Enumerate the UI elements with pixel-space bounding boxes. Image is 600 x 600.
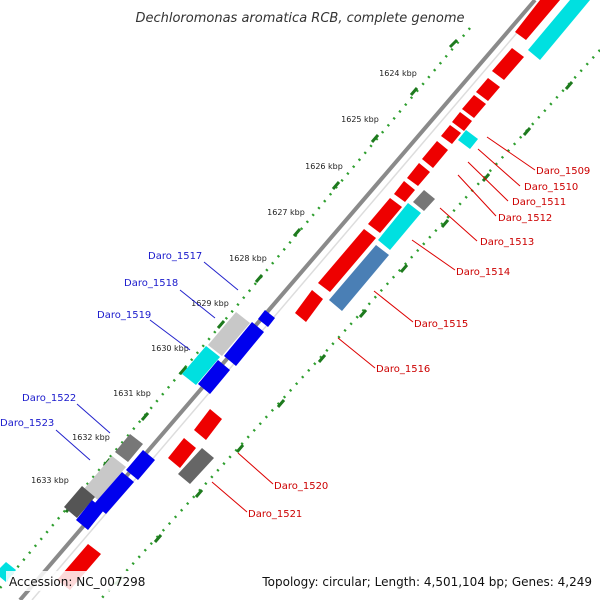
forward-gene-labels: Daro_1509 Daro_1510 Daro_1511 Daro_1512 …: [248, 166, 590, 520]
gene-label[interactable]: Daro_1523: [0, 418, 54, 429]
gene-label[interactable]: Daro_1518: [124, 278, 178, 289]
gene-arrow[interactable]: [528, 0, 590, 60]
reverse-gene-labels: Daro_1517 Daro_1518 Daro_1519 Daro_1522 …: [0, 251, 202, 429]
tick-label: 1632 kbp: [72, 433, 110, 442]
gene-arrow[interactable]: [476, 78, 500, 101]
gene-label[interactable]: Daro_1510: [524, 182, 578, 193]
gene-arrow[interactable]: [318, 229, 376, 292]
gene-label[interactable]: Daro_1521: [248, 509, 302, 520]
gene-label[interactable]: Daro_1514: [456, 267, 510, 278]
gene-label[interactable]: Daro_1511: [512, 197, 566, 208]
gene-arrow[interactable]: [178, 448, 214, 484]
gene-arrow[interactable]: [458, 130, 478, 149]
gene-arrow[interactable]: [182, 346, 220, 385]
gene-arrow[interactable]: [378, 203, 421, 250]
gene-arrow[interactable]: [168, 438, 196, 468]
tick-label: 1626 kbp: [305, 162, 343, 171]
gene-arrow[interactable]: [126, 450, 155, 480]
gene-label[interactable]: Daro_1520: [274, 481, 328, 492]
gene-label[interactable]: Daro_1512: [498, 213, 552, 224]
gene-arrow[interactable]: [368, 198, 402, 233]
tick-label: 1624 kbp: [379, 69, 417, 78]
gene-arrow[interactable]: [422, 141, 448, 168]
forward-label-leaders: [211, 136, 536, 513]
gene-arrow[interactable]: [194, 409, 222, 440]
gene-label[interactable]: Daro_1517: [148, 251, 202, 262]
tick-label: 1631 kbp: [113, 389, 151, 398]
footer: Accession: NC_007298 Topology: circular;…: [6, 571, 596, 591]
reverse-strand-features: [0, 310, 275, 582]
gene-arrow[interactable]: [84, 456, 126, 500]
tick-label: 1629 kbp: [191, 299, 229, 308]
gene-arrow[interactable]: [329, 245, 389, 311]
tick-label: 1633 kbp: [31, 476, 69, 485]
gene-arrow[interactable]: [441, 125, 461, 144]
scale-tick-labels: 1624 kbp 1625 kbp 1626 kbp 1627 kbp 1628…: [31, 69, 417, 485]
tick-label: 1627 kbp: [267, 208, 305, 217]
gene-arrow[interactable]: [115, 434, 143, 462]
gene-arrow[interactable]: [452, 112, 472, 131]
gene-arrow[interactable]: [492, 48, 524, 80]
gene-arrow[interactable]: [407, 163, 430, 186]
forward-strand-features: [57, 0, 590, 590]
gene-arrow[interactable]: [76, 500, 104, 530]
tick-label: 1625 kbp: [341, 115, 379, 124]
genome-title: Dechloromonas aromatica RCB, complete ge…: [135, 11, 464, 26]
gene-arrow[interactable]: [295, 290, 323, 322]
gene-label[interactable]: Daro_1519: [97, 310, 151, 321]
accession-text: Accession: NC_007298: [9, 575, 145, 589]
gene-label[interactable]: Daro_1513: [480, 237, 534, 248]
gene-arrow[interactable]: [198, 360, 230, 394]
genome-summary-text: Topology: circular; Length: 4,501,104 bp…: [261, 575, 592, 589]
gene-arrow[interactable]: [413, 190, 435, 211]
gene-arrow[interactable]: [94, 472, 134, 514]
gene-arrow[interactable]: [64, 486, 95, 518]
gene-label[interactable]: Daro_1516: [376, 364, 430, 375]
gene-arrow[interactable]: [515, 0, 560, 40]
gene-arrow[interactable]: [462, 95, 486, 118]
gene-arrow[interactable]: [208, 312, 250, 356]
tick-label: 1628 kbp: [229, 254, 267, 263]
gene-label[interactable]: Daro_1522: [22, 393, 76, 404]
reverse-label-leaders: [55, 261, 239, 461]
gene-arrow[interactable]: [224, 322, 264, 366]
tick-label: 1630 kbp: [151, 344, 189, 353]
gene-label[interactable]: Daro_1515: [414, 319, 468, 330]
gene-arrow[interactable]: [394, 181, 415, 202]
gene-arrow[interactable]: [258, 310, 275, 327]
gene-label[interactable]: Daro_1509: [536, 166, 590, 177]
